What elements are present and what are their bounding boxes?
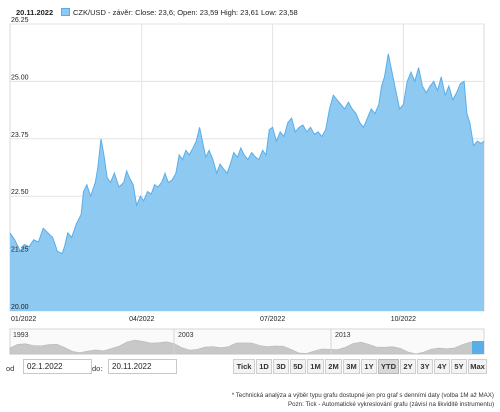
navigator[interactable]: 1993 2003 2013 — [9, 328, 485, 355]
range-button-3m[interactable]: 3M — [343, 359, 360, 374]
navigator-series — [9, 339, 479, 355]
range-button-4y[interactable]: 4Y — [434, 359, 450, 374]
footnotes: * Technická analýza a výběr typu grafu d… — [232, 391, 494, 409]
series-info-text: CZK/USD - závěr: Close: 23,6; Open: 23,5… — [73, 8, 298, 17]
range-button-5d[interactable]: 5D — [290, 359, 306, 374]
range-button-1d[interactable]: 1D — [256, 359, 272, 374]
y-axis-labels: 20.00 21.25 22.50 23.75 25.00 26.25 — [11, 17, 29, 311]
y-tick-label: 26.25 — [11, 17, 29, 24]
footnote-technical-analysis: * Technická analýza a výběr typu grafu d… — [231, 392, 494, 399]
header-date: 20.11.2022 — [16, 8, 54, 17]
from-label: od — [6, 364, 15, 373]
range-button-1m[interactable]: 1M — [307, 359, 324, 374]
y-tick-label: 23.75 — [11, 132, 29, 139]
series-area — [10, 53, 484, 312]
range-button-3d[interactable]: 3D — [273, 359, 289, 374]
range-button-tick[interactable]: Tick — [233, 359, 255, 374]
x-tick-label: 07/2022 — [260, 316, 285, 323]
range-button-ytd[interactable]: YTD — [378, 359, 399, 374]
navigator-selection[interactable] — [472, 341, 484, 354]
range-button-1y[interactable]: 1Y — [361, 359, 377, 374]
x-tick-label: 10/2022 — [391, 316, 416, 323]
y-tick-label: 22.50 — [11, 189, 29, 196]
y-tick-label: 25.00 — [11, 74, 29, 81]
x-tick-label: 01/2022 — [11, 316, 36, 323]
chart-header: 20.11.2022 CZK/USD - závěr: Close: 23,6;… — [0, 0, 500, 22]
range-button-3y[interactable]: 3Y — [417, 359, 433, 374]
chart-area — [9, 53, 485, 312]
navigator-year-label: 2013 — [335, 332, 351, 339]
navigator-year-label: 2003 — [178, 332, 194, 339]
price-chart[interactable]: 20.00 21.25 22.50 23.75 25.00 26.25 01/2022 04… — [0, 0, 500, 358]
footnote-tick: Pozn: Tick - Automatické vykreslování gr… — [288, 401, 494, 408]
to-date-input[interactable] — [108, 359, 177, 374]
range-button-2y[interactable]: 2Y — [400, 359, 416, 374]
range-button-2m[interactable]: 2M — [325, 359, 342, 374]
y-tick-label: 20.00 — [11, 304, 29, 311]
navigator-year-label: 1993 — [13, 332, 29, 339]
range-button-max[interactable]: Max — [468, 359, 487, 374]
range-button-5y[interactable]: 5Y — [451, 359, 467, 374]
series-line — [9, 53, 485, 255]
to-label: do: — [92, 364, 103, 373]
from-date-input[interactable] — [23, 359, 92, 374]
y-tick-label: 21.25 — [11, 247, 29, 254]
series-color-swatch — [61, 8, 70, 16]
x-tick-label: 04/2022 — [129, 316, 154, 323]
x-axis-labels: 01/2022 04/2022 07/2022 10/2022 — [11, 316, 416, 323]
